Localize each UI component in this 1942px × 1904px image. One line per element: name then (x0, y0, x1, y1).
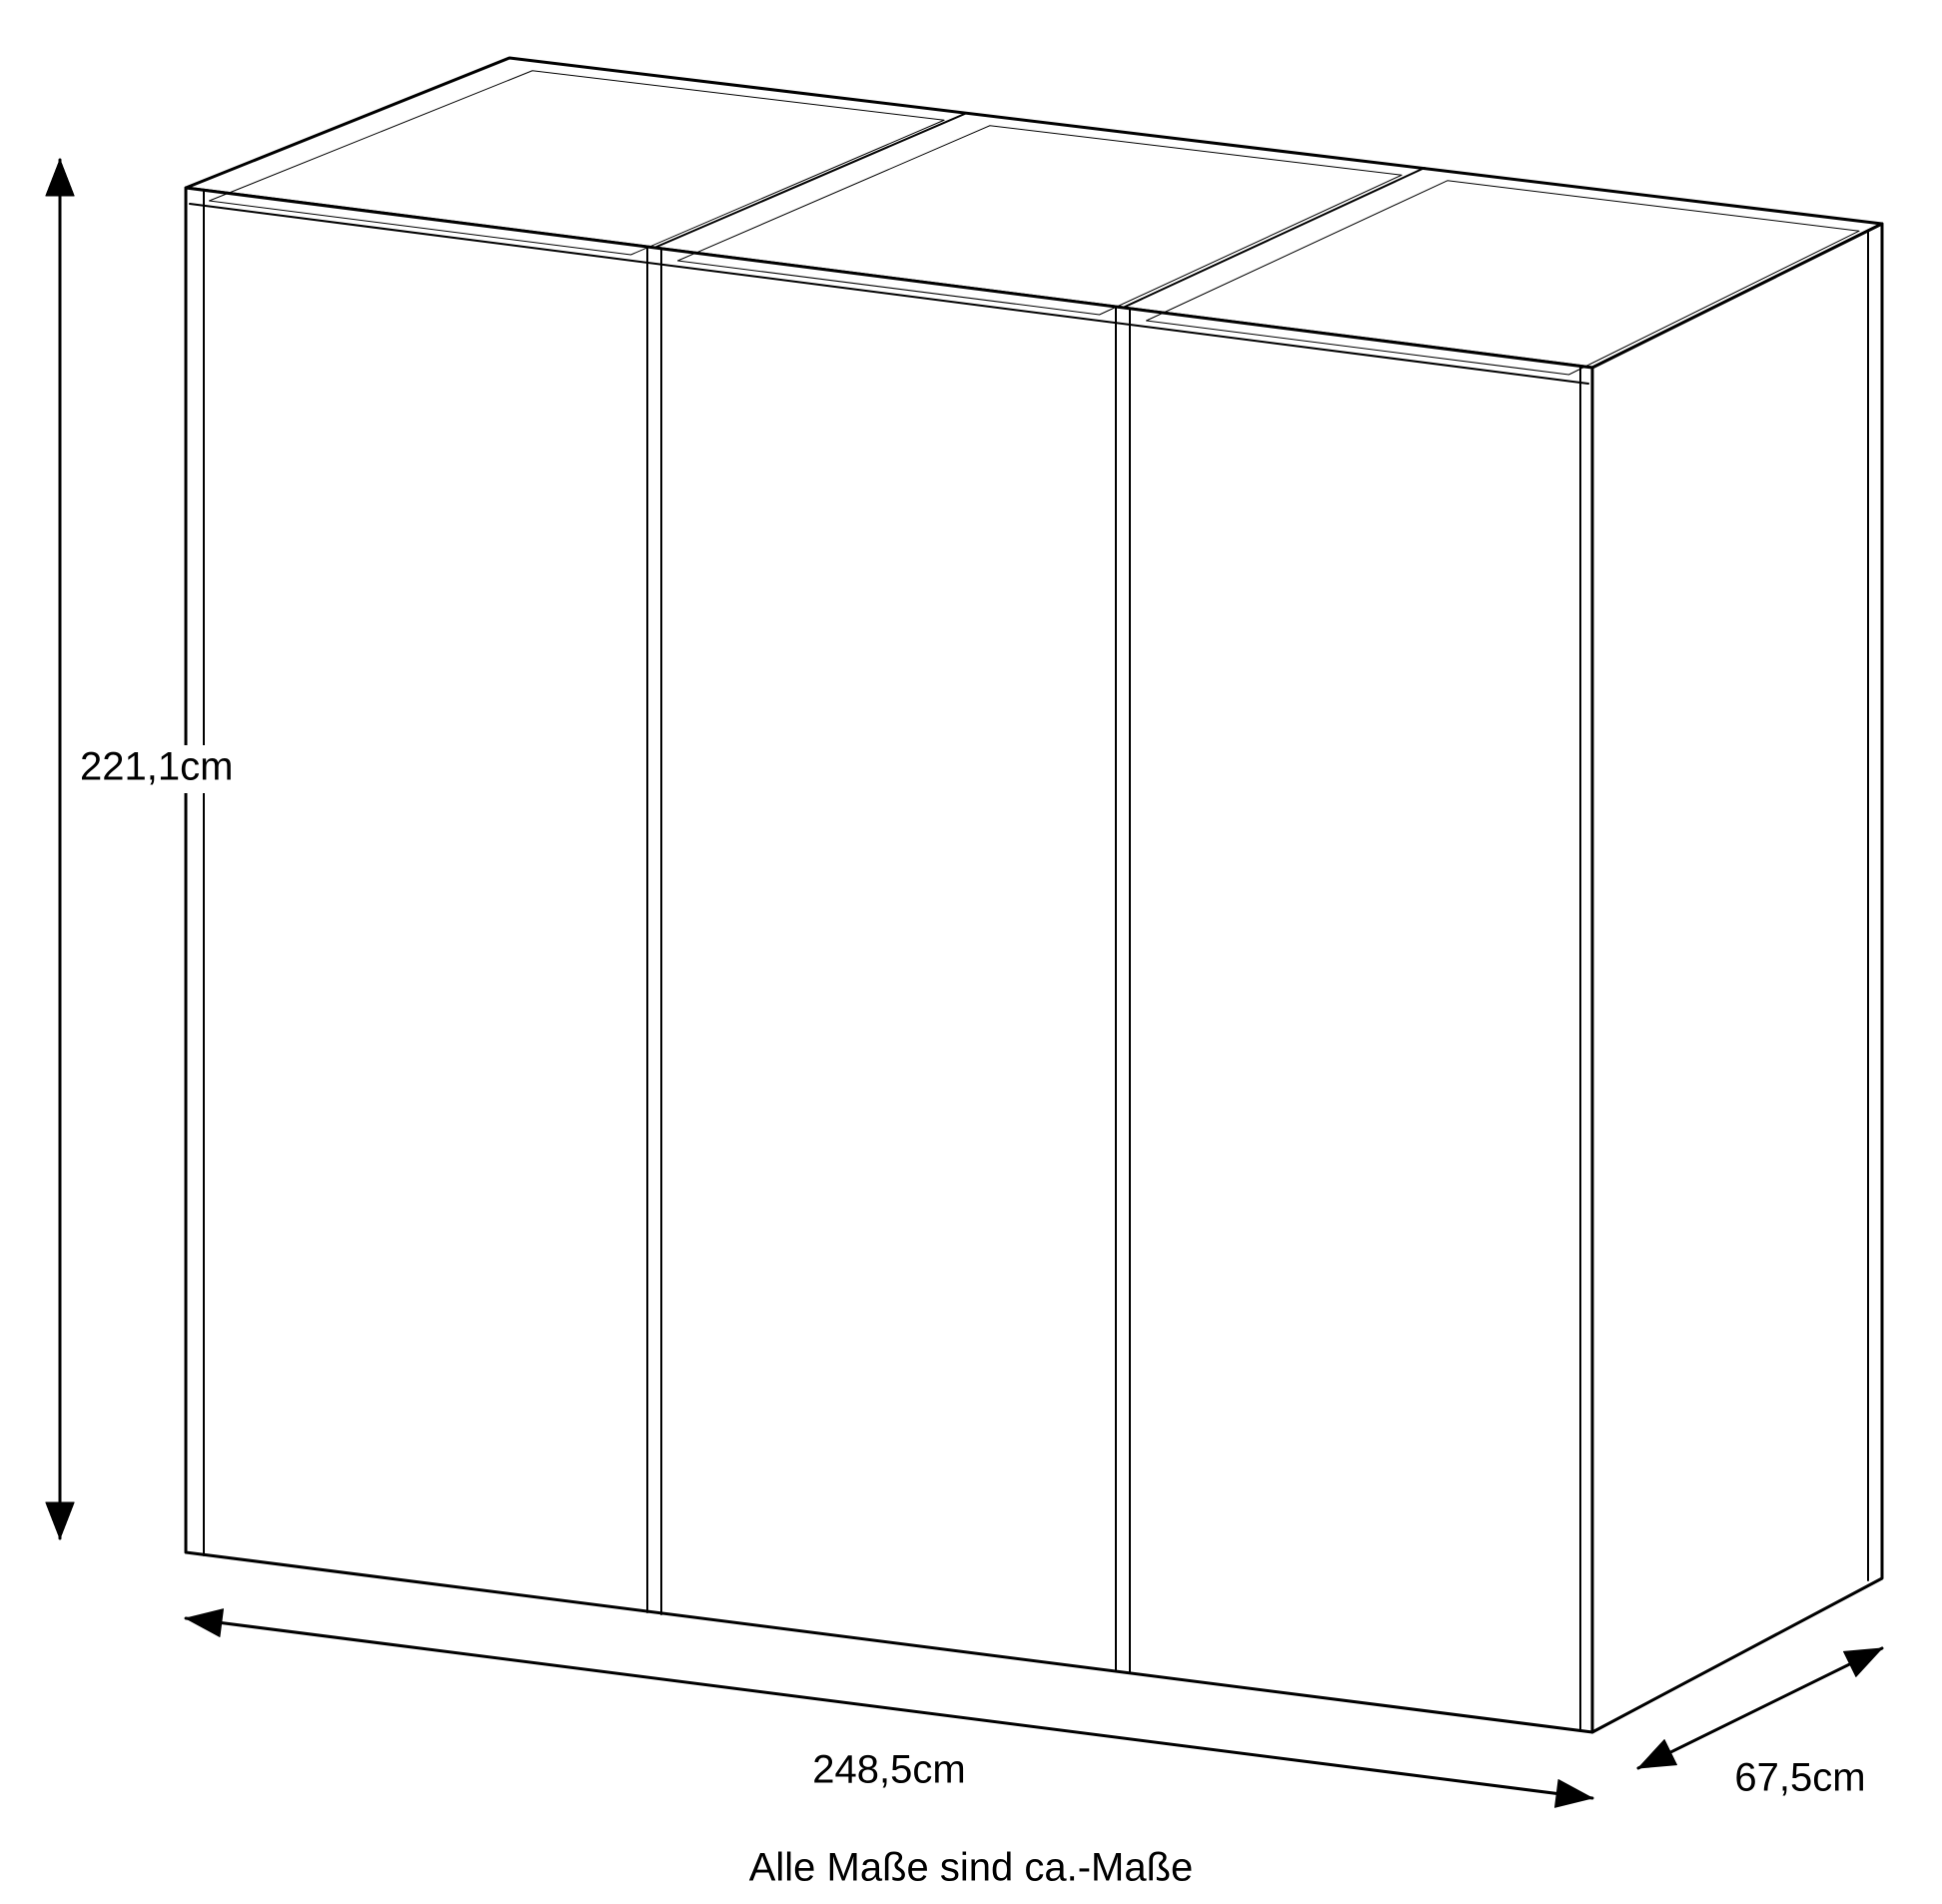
caption-text: Alle Maße sind ca.-Maße (749, 1846, 1194, 1890)
dimension-depth-label: 67,5cm (1734, 1756, 1865, 1800)
wardrobe-dimension-svg: 221,1cm 248,5cm 67,5cm Alle Maße sind ca.-M… (0, 0, 1942, 1899)
diagram-stage: 221,1cm 248,5cm 67,5cm Alle Maße sind ca.-M… (0, 0, 1942, 1899)
dimension-height-label: 221,1cm (80, 745, 233, 789)
dimension-width-label: 248,5cm (812, 1748, 965, 1792)
wardrobe-body (186, 58, 1882, 1732)
